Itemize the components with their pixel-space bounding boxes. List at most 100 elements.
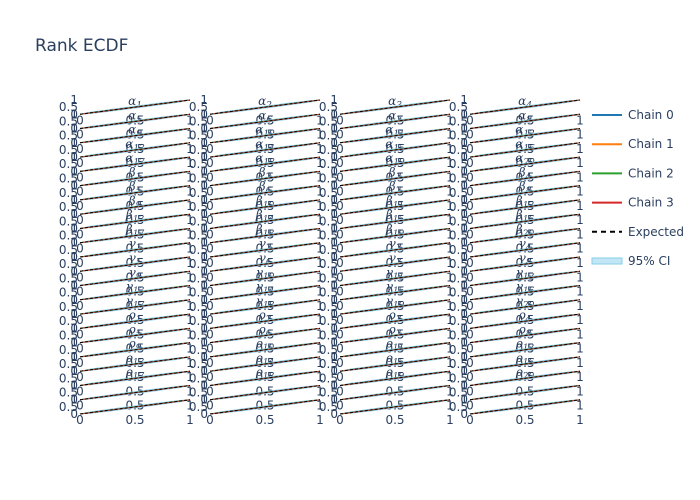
y-tick-label: 0 (200, 164, 208, 178)
y-tick-label: 0.5 (319, 172, 338, 186)
y-tick-label: 0 (330, 236, 338, 250)
x-tick-label: 1 (446, 128, 454, 142)
x-tick-label: 0.5 (515, 413, 534, 427)
y-tick-label: 1 (70, 393, 78, 407)
y-tick-label: 0 (460, 264, 468, 278)
x-tick-label: 1 (446, 242, 454, 256)
x-tick-label: 1 (186, 342, 194, 356)
y-tick-label: 0 (330, 179, 338, 193)
y-tick-label: 0 (70, 364, 78, 378)
legend-item[interactable]: Chain 1 (592, 137, 674, 151)
x-tick-label: 0 (206, 413, 214, 427)
x-tick-label: 1 (316, 327, 324, 341)
x-tick-label: 1 (446, 370, 454, 384)
x-tick-label: 0.5 (125, 413, 144, 427)
y-tick-label: 1 (70, 364, 78, 378)
x-tick-label: 1 (446, 342, 454, 356)
y-tick-label: 0.5 (449, 400, 468, 414)
legend-item[interactable]: Expected (592, 225, 684, 239)
y-tick-label: 0 (460, 207, 468, 221)
y-tick-label: 1 (70, 221, 78, 235)
y-tick-label: 1 (70, 93, 78, 107)
y-tick-label: 1 (330, 321, 338, 335)
y-tick-label: 1 (460, 393, 468, 407)
expected-line (469, 99, 581, 115)
x-tick-label: 0 (206, 370, 214, 384)
expected-line (469, 156, 581, 172)
expected-line (209, 327, 321, 344)
legend-item[interactable]: 95% CI (591, 254, 670, 268)
x-tick-label: 0 (76, 285, 84, 299)
y-tick-label: 1 (460, 164, 468, 178)
expected-line (469, 228, 581, 244)
y-tick-label: 1 (330, 336, 338, 350)
y-tick-label: 0 (460, 136, 468, 150)
y-tick-label: 1 (200, 264, 208, 278)
expected-line (79, 228, 191, 244)
expected-line (469, 213, 581, 229)
x-tick-label: 0 (76, 270, 84, 284)
x-tick-label: 1 (316, 213, 324, 227)
y-tick-label: 0.5 (319, 143, 338, 157)
x-tick-label: 0 (336, 142, 344, 156)
y-tick-label: 0 (200, 321, 208, 335)
y-tick-label: 0.5 (319, 243, 338, 257)
expected-line (469, 299, 581, 315)
x-tick-label: 1 (576, 227, 584, 241)
expected-line (339, 385, 451, 401)
y-tick-label: 0 (460, 236, 468, 250)
legend-label: 95% CI (628, 254, 670, 268)
y-tick-label: 0.5 (189, 329, 208, 343)
y-tick-label: 1 (330, 93, 338, 107)
expected-line (469, 356, 581, 372)
y-tick-label: 1 (330, 293, 338, 307)
x-tick-label: 1 (316, 142, 324, 156)
y-tick-label: 0.5 (319, 100, 338, 114)
y-tick-label: 0 (70, 179, 78, 193)
legend-label: Chain 2 (628, 166, 674, 180)
x-tick-label: 1 (446, 413, 454, 427)
y-tick-label: 0 (460, 107, 468, 121)
x-tick-label: 0 (76, 199, 84, 213)
legend-label: Chain 3 (628, 196, 674, 210)
expected-line (79, 342, 191, 358)
x-tick-label: 0 (76, 399, 84, 413)
x-tick-label: 0 (336, 370, 344, 384)
y-tick-label: 1 (330, 193, 338, 207)
x-tick-label: 0 (206, 327, 214, 341)
expected-line (209, 242, 321, 258)
y-tick-label: 1 (200, 279, 208, 293)
x-tick-label: 0 (206, 185, 214, 199)
x-tick-label: 1 (316, 128, 324, 142)
y-tick-label: 0.5 (59, 314, 78, 328)
x-tick-label: 0 (336, 285, 344, 299)
y-tick-label: 1 (200, 378, 208, 392)
expected-line (209, 285, 321, 301)
y-tick-label: 0 (70, 378, 78, 392)
legend-item[interactable]: Chain 3 (592, 196, 674, 210)
legend-item[interactable]: Chain 0 (592, 108, 674, 122)
y-tick-label: 0 (460, 336, 468, 350)
y-tick-label: 0 (330, 378, 338, 392)
y-tick-label: 0.5 (449, 271, 468, 285)
y-tick-label: 0 (460, 150, 468, 164)
x-tick-label: 0 (336, 227, 344, 241)
y-tick-label: 0.5 (189, 386, 208, 400)
y-tick-label: 0 (330, 107, 338, 121)
x-tick-label: 1 (186, 285, 194, 299)
x-tick-label: 1 (576, 342, 584, 356)
x-tick-label: 1 (446, 299, 454, 313)
x-tick-label: 1 (316, 356, 324, 370)
expected-line (79, 256, 191, 272)
legend-item[interactable]: Chain 2 (592, 166, 674, 180)
y-tick-label: 0 (70, 107, 78, 121)
